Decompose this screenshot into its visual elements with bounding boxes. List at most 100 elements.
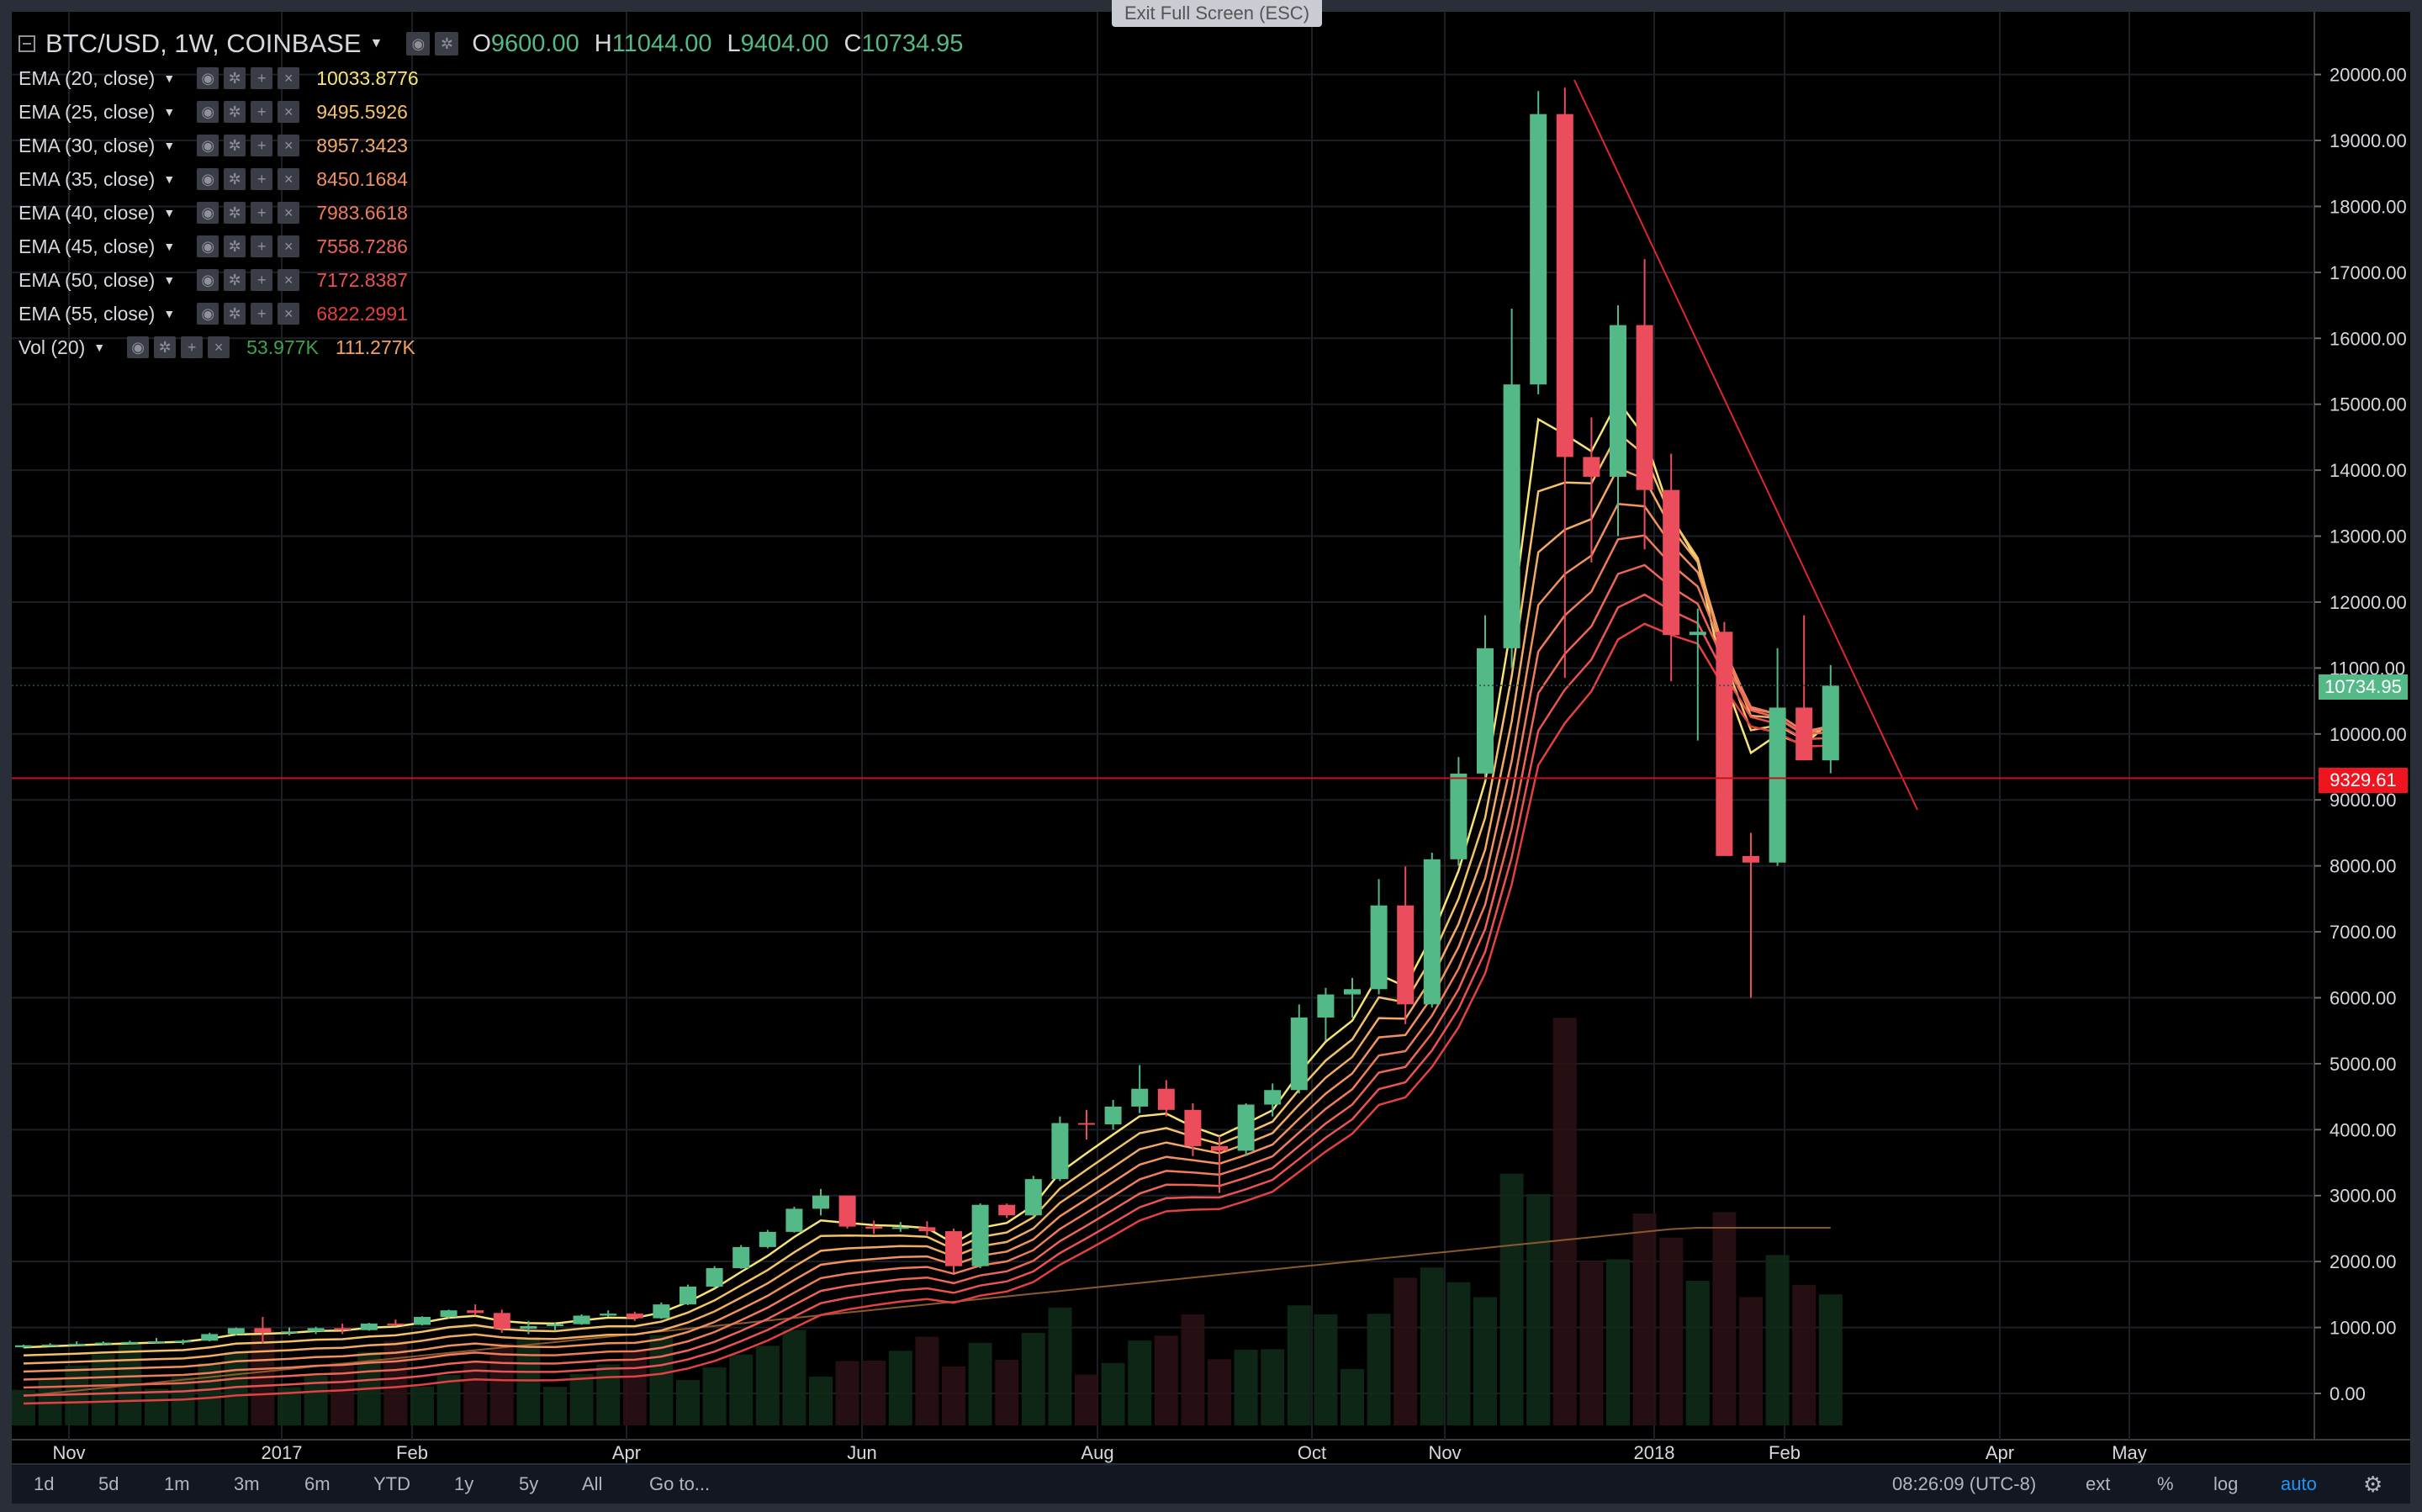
log-button[interactable]: log <box>2213 1473 2239 1494</box>
indicator-dropdown-icon[interactable]: ▼ <box>163 240 176 253</box>
settings-icon[interactable]: ✲ <box>224 303 246 325</box>
plus-icon[interactable]: + <box>251 101 273 123</box>
indicator-dropdown-icon[interactable]: ▼ <box>163 307 176 320</box>
plus-icon[interactable]: + <box>251 269 273 291</box>
indicator-ema-40[interactable]: EMA (40, close) ▼ ◉ ✲ + × 7983.6618 <box>19 198 408 228</box>
volume-bar <box>1341 1369 1364 1425</box>
indicator-dropdown-icon[interactable]: ▼ <box>163 206 176 219</box>
candle-body <box>334 1328 352 1330</box>
indicator-dropdown-icon[interactable]: ▼ <box>163 172 176 186</box>
range-1d-button[interactable]: 1d <box>34 1473 55 1494</box>
indicator-ema-25[interactable]: EMA (25, close) ▼ ◉ ✲ + × 9495.5926 <box>19 97 408 127</box>
eye-icon[interactable]: ◉ <box>197 269 219 291</box>
settings-icon[interactable]: ✲ <box>224 168 246 190</box>
range-1m-button[interactable]: 1m <box>164 1473 190 1494</box>
volume-ma-value: 111.277K <box>335 336 415 358</box>
candle-body <box>1184 1109 1202 1146</box>
candle-body <box>1795 707 1813 761</box>
exit-fullscreen-button[interactable]: Exit Full Screen (ESC) <box>1112 0 1322 27</box>
indicator-ema-55[interactable]: EMA (55, close) ▼ ◉ ✲ + × 6822.2991 <box>19 299 408 329</box>
indicator-dropdown-icon[interactable]: ▼ <box>163 105 176 119</box>
settings-icon[interactable]: ✲ <box>224 269 246 291</box>
range-5d-button[interactable]: 5d <box>98 1473 119 1494</box>
indicator-ema-45[interactable]: EMA (45, close) ▼ ◉ ✲ + × 7558.7286 <box>19 231 408 262</box>
close-icon[interactable]: × <box>278 269 300 291</box>
candle-body <box>1344 989 1361 995</box>
ext-button[interactable]: ext <box>2086 1473 2111 1494</box>
close-icon[interactable]: × <box>278 101 300 123</box>
range-ytd-button[interactable]: YTD <box>373 1473 410 1494</box>
candle-body <box>227 1328 245 1335</box>
eye-icon[interactable]: ◉ <box>197 67 219 89</box>
plus-icon[interactable]: + <box>251 168 273 190</box>
collapse-legend-icon[interactable] <box>19 35 35 52</box>
trend-line <box>1573 79 1918 811</box>
settings-icon[interactable]: ✲ <box>224 101 246 123</box>
range-all-button[interactable]: All <box>582 1473 603 1494</box>
plus-icon[interactable]: + <box>251 135 273 156</box>
indicator-dropdown-icon[interactable]: ▼ <box>163 273 176 287</box>
plus-icon[interactable]: + <box>251 67 273 89</box>
close-icon[interactable]: × <box>208 336 230 358</box>
goto-button[interactable]: Go to... <box>649 1473 711 1494</box>
percent-button[interactable]: % <box>2157 1473 2174 1494</box>
settings-icon[interactable]: ✲ <box>224 202 246 224</box>
eye-icon[interactable]: ◉ <box>197 303 219 325</box>
indicator-ema-50[interactable]: EMA (50, close) ▼ ◉ ✲ + × 7172.8387 <box>19 265 408 295</box>
indicator-volume[interactable]: Vol (20) ▼ ◉ ✲ + × 53.977K 111.277K <box>19 332 415 362</box>
range-3m-button[interactable]: 3m <box>234 1473 260 1494</box>
close-icon[interactable]: × <box>278 202 300 224</box>
settings-icon[interactable]: ✲ <box>154 336 177 358</box>
indicator-dropdown-icon[interactable]: ▼ <box>93 341 106 354</box>
indicator-ema-20[interactable]: EMA (20, close) ▼ ◉ ✲ + × 10033.8776 <box>19 63 419 93</box>
range-5y-button[interactable]: 5y <box>519 1473 539 1494</box>
close-icon[interactable]: × <box>278 135 300 156</box>
volume-bar <box>1765 1255 1790 1425</box>
price-axis-label: 4000.00 <box>2329 1119 2397 1140</box>
price-axis-label: 2000.00 <box>2329 1251 2397 1272</box>
plus-icon[interactable]: + <box>181 336 204 358</box>
gear-icon[interactable]: ⚙ <box>2363 1472 2383 1497</box>
indicator-ema-35[interactable]: EMA (35, close) ▼ ◉ ✲ + × 8450.1684 <box>19 164 408 194</box>
clock-timezone[interactable]: 08:26:09 (UTC-8) <box>1892 1473 2037 1494</box>
close-icon[interactable]: × <box>278 168 300 190</box>
auto-button[interactable]: auto <box>2281 1473 2317 1494</box>
indicator-dropdown-icon[interactable]: ▼ <box>163 71 176 85</box>
volume-bar <box>915 1336 939 1425</box>
ema-line <box>23 431 1832 1357</box>
symbol-dropdown-icon[interactable]: ▼ <box>369 36 383 50</box>
settings-icon[interactable]: ✲ <box>224 135 246 156</box>
symbol-title[interactable]: BTC/USD, 1W, COINBASE <box>45 29 362 58</box>
price-axis-label: 18000.00 <box>2329 196 2407 217</box>
close-icon[interactable]: × <box>278 235 300 257</box>
eye-icon[interactable]: ◉ <box>197 235 219 257</box>
plus-icon[interactable]: + <box>251 235 273 257</box>
volume-bar <box>1261 1349 1285 1425</box>
close-icon[interactable]: × <box>278 303 300 325</box>
range-1y-button[interactable]: 1y <box>454 1473 474 1494</box>
indicator-ema-30[interactable]: EMA (30, close) ▼ ◉ ✲ + × 8957.3423 <box>19 130 408 161</box>
plus-icon[interactable]: + <box>251 202 273 224</box>
candle-body <box>1317 994 1335 1018</box>
candle-body <box>891 1227 909 1229</box>
indicator-dropdown-icon[interactable]: ▼ <box>163 139 176 152</box>
time-axis-label: 2017 <box>262 1442 303 1463</box>
volume-bar <box>91 1354 115 1425</box>
range-6m-button[interactable]: 6m <box>304 1473 331 1494</box>
eye-icon[interactable]: ◉ <box>127 336 150 358</box>
candle-body <box>1051 1123 1069 1180</box>
volume-bar <box>1208 1359 1231 1425</box>
time-axis-label: Jun <box>847 1442 876 1463</box>
close-icon[interactable]: × <box>278 67 300 89</box>
candle-body <box>1290 1018 1308 1091</box>
settings-icon[interactable]: ✲ <box>435 32 459 56</box>
eye-icon[interactable]: ◉ <box>197 168 219 190</box>
settings-icon[interactable]: ✲ <box>224 67 246 89</box>
settings-icon[interactable]: ✲ <box>224 235 246 257</box>
eye-icon[interactable]: ◉ <box>197 135 219 156</box>
eye-icon[interactable]: ◉ <box>197 202 219 224</box>
plus-icon[interactable]: + <box>251 303 273 325</box>
eye-icon[interactable]: ◉ <box>197 101 219 123</box>
eye-icon[interactable]: ◉ <box>406 32 431 56</box>
